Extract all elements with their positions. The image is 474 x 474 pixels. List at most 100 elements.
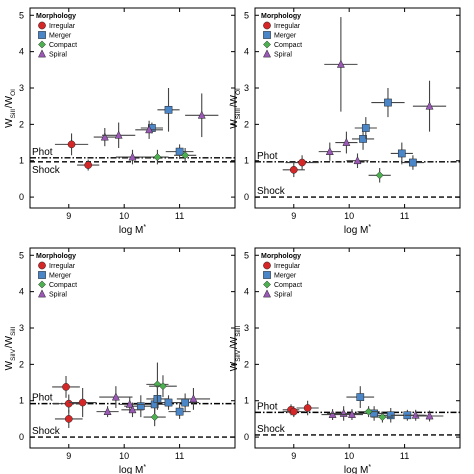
marker-merger bbox=[409, 158, 417, 167]
data-point-spiral bbox=[102, 122, 136, 148]
legend-label-merger: Merger bbox=[49, 273, 72, 280]
marker-merger bbox=[384, 98, 392, 107]
marker-merger bbox=[356, 393, 365, 401]
marker-irregular bbox=[84, 161, 93, 169]
marker-spiral bbox=[325, 146, 334, 155]
data-point-merger bbox=[401, 155, 424, 170]
legend-marker-merger bbox=[38, 31, 46, 39]
data-point-irregular bbox=[282, 162, 305, 178]
legend-marker-irregular bbox=[38, 261, 46, 270]
data-point-compact bbox=[174, 148, 197, 163]
legend: Morphology Irregular Merger Compact Spiral bbox=[36, 13, 77, 59]
legend-label-compact: Compact bbox=[49, 282, 77, 289]
data-point-merger bbox=[390, 142, 413, 165]
data-point-spiral bbox=[135, 120, 163, 139]
legend-label-compact: Compact bbox=[49, 42, 77, 49]
plot-frame bbox=[29, 7, 236, 209]
legend-marker-compact bbox=[263, 40, 271, 49]
data-point-spiral bbox=[318, 142, 341, 161]
x-tick-label: 10 bbox=[344, 451, 354, 461]
data-point-compact bbox=[357, 406, 380, 418]
data-point-merger bbox=[168, 404, 191, 419]
data-point-irregular bbox=[52, 376, 80, 398]
data-point-spiral bbox=[340, 409, 364, 420]
marker-compact bbox=[364, 407, 373, 416]
data-point-spiral bbox=[118, 397, 141, 412]
y-tick-label: 5 bbox=[19, 10, 24, 20]
legend-marker-spiral bbox=[262, 49, 272, 58]
data-point-merger bbox=[157, 88, 180, 132]
marker-merger bbox=[136, 402, 145, 411]
data-point-merger bbox=[346, 386, 375, 408]
x-tick-label: 10 bbox=[344, 211, 354, 221]
legend-label-spiral: Spiral bbox=[49, 292, 67, 299]
y-tick-label: 2 bbox=[244, 119, 249, 129]
legend-marker-compact bbox=[38, 280, 46, 289]
marker-irregular bbox=[62, 383, 70, 391]
marker-spiral bbox=[328, 409, 337, 418]
ref-label-shock: Shock bbox=[32, 165, 61, 176]
marker-spiral bbox=[342, 137, 351, 146]
marker-merger bbox=[361, 124, 370, 132]
panel-top-left: 0 1 2 3 4 5 9 10 11 log M* WSiII /WOI Phot Shock Mor… bbox=[4, 7, 236, 236]
marker-compact bbox=[150, 413, 159, 422]
marker-spiral bbox=[145, 125, 154, 134]
legend-label-irregular: Irregular bbox=[274, 23, 301, 30]
data-point-spiral bbox=[415, 410, 444, 422]
marker-spiral bbox=[128, 405, 137, 414]
y-axis-label: WSiII /WOI bbox=[4, 88, 17, 128]
marker-irregular bbox=[64, 399, 73, 408]
legend-label-merger: Merger bbox=[274, 33, 297, 40]
y-tick-label: 5 bbox=[244, 10, 249, 20]
data-point-irregular bbox=[77, 159, 100, 171]
x-tick-label: 11 bbox=[175, 451, 184, 461]
marker-compact bbox=[378, 413, 387, 422]
legend-title: Morphology bbox=[36, 253, 76, 260]
x-axis-label: log M* bbox=[344, 464, 371, 474]
y-tick-label: 4 bbox=[19, 47, 24, 57]
legend-title: Morphology bbox=[261, 13, 301, 20]
data-point-spiral bbox=[176, 388, 211, 410]
marker-merger bbox=[181, 398, 189, 407]
panel-bottom-right: 0 1 2 3 4 5 9 10 11 log M* WSiIV /WSiIII Phot Shock… bbox=[229, 247, 461, 474]
marker-merger bbox=[164, 105, 173, 114]
marker-spiral bbox=[100, 132, 109, 141]
y-tick-label: 0 bbox=[19, 192, 24, 202]
y-tick-label: 2 bbox=[19, 359, 24, 369]
marker-irregular bbox=[78, 398, 87, 407]
x-tick-label: 9 bbox=[291, 211, 296, 221]
y-axis-label: WSiIV /WSiIII bbox=[229, 325, 242, 372]
marker-spiral bbox=[114, 130, 123, 139]
ref-label-phot: Phot bbox=[32, 393, 53, 404]
data-point-merger bbox=[171, 393, 199, 412]
legend-marker-merger bbox=[263, 271, 271, 279]
y-tick-label: 1 bbox=[19, 396, 24, 406]
y-tick-label: 1 bbox=[244, 156, 249, 166]
marker-merger bbox=[397, 149, 406, 158]
legend-label-spiral: Spiral bbox=[274, 292, 292, 299]
marker-irregular bbox=[303, 404, 312, 412]
marker-irregular bbox=[67, 140, 76, 149]
y-tick-label: 5 bbox=[19, 250, 24, 260]
x-axis-label: log M* bbox=[344, 224, 371, 236]
data-point-spiral bbox=[96, 406, 119, 418]
legend-label-compact: Compact bbox=[274, 282, 302, 289]
data-point-irregular bbox=[282, 406, 305, 418]
legend-label-irregular: Irregular bbox=[49, 263, 76, 270]
legend-label-merger: Merger bbox=[49, 33, 72, 40]
marker-spiral bbox=[103, 406, 112, 415]
marker-spiral bbox=[353, 156, 362, 165]
data-point-spiral bbox=[99, 386, 133, 408]
y-tick-label: 3 bbox=[19, 83, 24, 93]
legend-marker-spiral bbox=[37, 289, 47, 298]
y-tick-label: 3 bbox=[19, 323, 24, 333]
data-point-irregular bbox=[285, 155, 319, 170]
marker-compact bbox=[181, 151, 190, 160]
legend-label-spiral: Spiral bbox=[49, 52, 67, 59]
x-tick-label: 9 bbox=[66, 451, 71, 461]
data-point-irregular bbox=[54, 409, 83, 428]
marker-spiral bbox=[189, 394, 198, 403]
legend: Morphology Irregular Merger Compact Spiral bbox=[36, 253, 77, 299]
x-axis-label: log M* bbox=[119, 224, 146, 236]
